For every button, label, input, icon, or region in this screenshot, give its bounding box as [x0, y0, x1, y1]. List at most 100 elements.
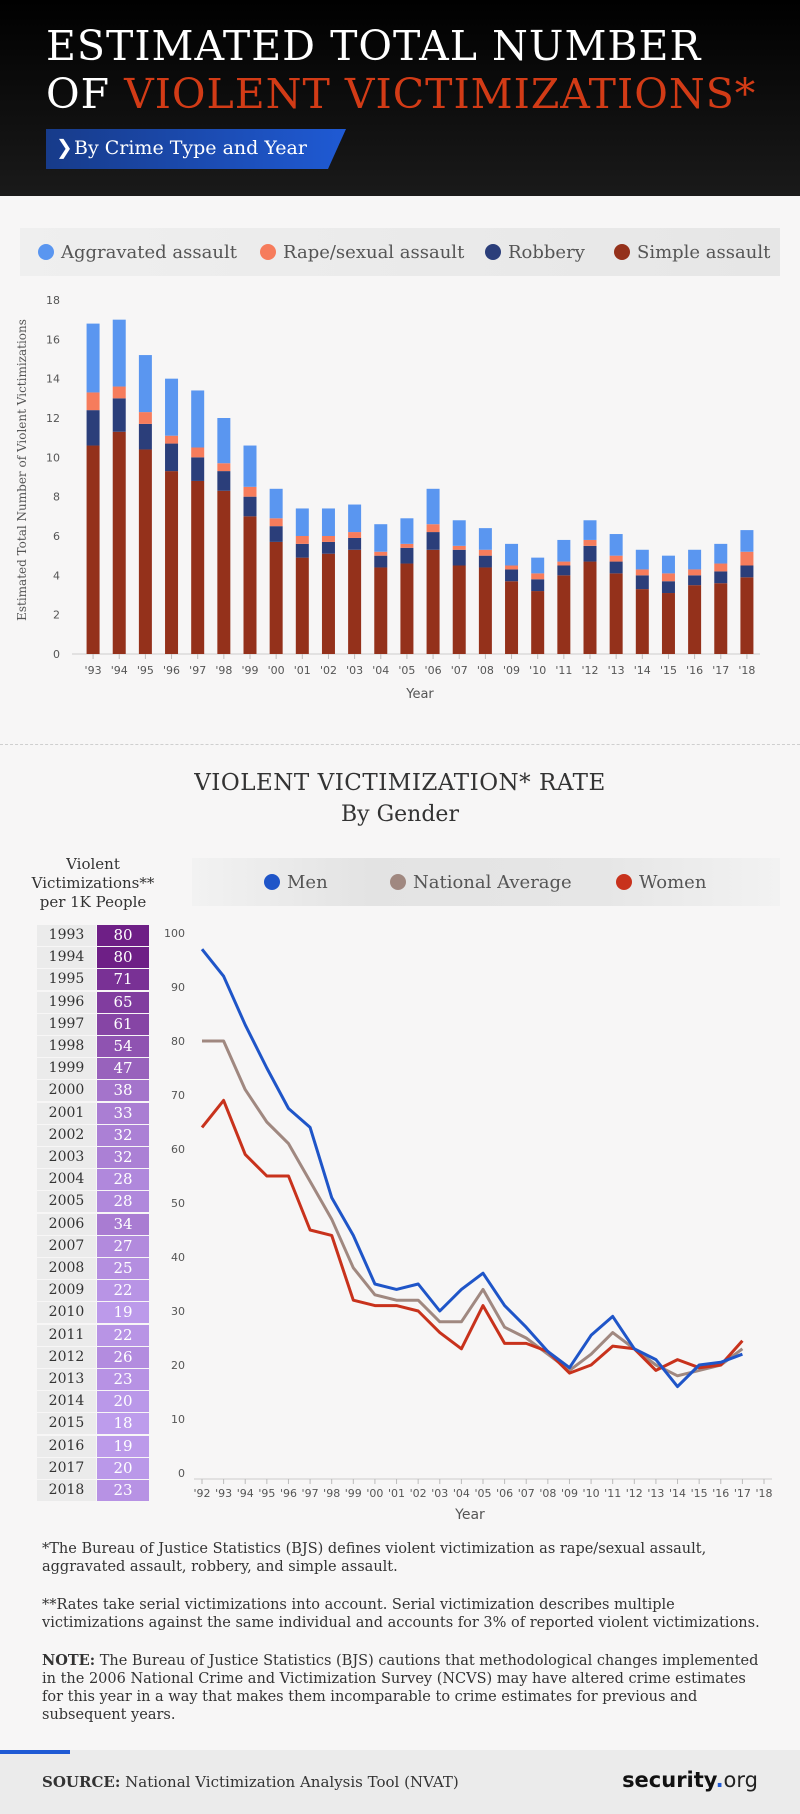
line-x-tick-label: '18 — [755, 1487, 772, 1500]
line-x-tick-label: '06 — [496, 1487, 513, 1500]
line-x-tick-label: '17 — [734, 1487, 751, 1500]
bar-segment-simple-assault — [112, 431, 126, 654]
bar-y-tick-label: 18 — [46, 294, 60, 307]
rate-row: 1995 71 — [37, 969, 149, 991]
bar-segment-aggravated-assault — [452, 520, 466, 546]
bar-x-tick-label: '10 — [529, 664, 546, 677]
bar-segment-rape-sexual-assault — [165, 435, 179, 444]
legend-men: Men — [264, 871, 328, 893]
bar-segment-aggravated-assault — [661, 555, 675, 574]
bar-segment-aggravated-assault — [165, 378, 179, 436]
bar-segment-robbery — [635, 575, 649, 590]
legend-dot-rape — [260, 244, 276, 260]
bar-x-tick-label: '13 — [608, 664, 625, 677]
legend-national: National Average — [390, 871, 572, 893]
bar-x-tick-label: '15 — [660, 664, 677, 677]
footer-accent-bar — [0, 1750, 70, 1754]
bar-segment-aggravated-assault — [112, 319, 126, 387]
footnote-serial: **Rates take serial victimizations into … — [42, 1597, 760, 1631]
bar-x-tick-label: '98 — [215, 664, 232, 677]
bar-segment-robbery — [505, 569, 519, 582]
rate-row: 1993 80 — [37, 925, 149, 946]
rate-row: 1994 80 — [37, 947, 149, 969]
bar-segment-robbery — [243, 496, 257, 517]
bar-segment-robbery — [348, 537, 362, 550]
legend-label-national: National Average — [413, 871, 572, 893]
legend-dot-robbery — [485, 244, 501, 260]
bar-segment-rape-sexual-assault — [661, 573, 675, 582]
bar-segment-robbery — [295, 543, 309, 558]
bar-segment-robbery — [426, 532, 440, 550]
title-line-2: OF VIOLENT VICTIMIZATIONS* — [46, 70, 756, 118]
title-line-1: ESTIMATED TOTAL NUMBER — [46, 22, 702, 70]
bar-x-tick-label: '00 — [268, 664, 285, 677]
bar-segment-aggravated-assault — [635, 549, 649, 570]
bar-x-tick-label: '01 — [294, 664, 311, 677]
bar-segment-aggravated-assault — [191, 390, 205, 448]
bar-segment-simple-assault — [295, 557, 309, 654]
bar-segment-robbery — [609, 561, 623, 574]
rate-value-cell: 22 — [97, 1324, 149, 1346]
line-y-tick-label: 30 — [171, 1305, 185, 1318]
rate-value-cell: 27 — [97, 1235, 149, 1257]
bar-segment-simple-assault — [635, 589, 649, 654]
bar-segment-rape-sexual-assault — [478, 549, 492, 556]
rate-value-cell: 22 — [97, 1280, 149, 1302]
rate-value-cell: 32 — [97, 1147, 149, 1168]
legend-women: Women — [616, 871, 706, 893]
bar-y-tick-label: 0 — [53, 648, 60, 661]
bar-segment-aggravated-assault — [478, 528, 492, 550]
rate-year-cell: 2003 — [37, 1147, 96, 1168]
bar-x-tick-label: '17 — [712, 664, 729, 677]
bar-y-tick-label: 16 — [46, 333, 60, 346]
bar-segment-rape-sexual-assault — [426, 524, 440, 533]
bar-segment-rape-sexual-assault — [348, 532, 362, 538]
legend-label-robbery: Robbery — [508, 241, 585, 263]
bar-segment-aggravated-assault — [714, 543, 728, 564]
section-divider — [0, 744, 800, 745]
rate-row: 1998 54 — [37, 1036, 149, 1057]
rate-row: 2009 22 — [37, 1280, 149, 1302]
bar-segment-robbery — [714, 571, 728, 584]
source-credit: SOURCE: National Victimization Analysis … — [42, 1773, 459, 1791]
bar-segment-simple-assault — [452, 565, 466, 654]
bar-chart: 0 2 4 6 8 10 12 14 16 18 '93 '94 '95 '96 '97 '98 '99 '00 '… — [46, 294, 760, 702]
bar-segment-simple-assault — [400, 563, 414, 654]
line-y-tick-label: 100 — [164, 927, 185, 940]
bar-segment-aggravated-assault — [531, 557, 545, 574]
footnote-definition: *The Bureau of Justice Statistics (BJS) … — [42, 1541, 707, 1575]
bar-x-tick-label: '96 — [163, 664, 180, 677]
line-y-tick-label: 40 — [171, 1251, 185, 1264]
bar-segment-simple-assault — [374, 567, 388, 654]
line-x-tick-label: '97 — [302, 1487, 319, 1500]
bar-segment-aggravated-assault — [400, 518, 414, 544]
bar-y-tick-label: 12 — [46, 412, 60, 425]
bar-x-tick-label: '03 — [346, 664, 363, 677]
rate-value-cell: 34 — [97, 1213, 149, 1235]
rate-value-cell: 61 — [97, 1013, 149, 1035]
rate-year-cell: 1996 — [37, 991, 96, 1013]
series-line-women — [200, 1098, 744, 1375]
rate-year-cell: 2017 — [37, 1457, 96, 1479]
bar-segment-rape-sexual-assault — [243, 486, 257, 497]
rate-year-cell: 1994 — [37, 947, 96, 969]
rate-row: 2002 32 — [37, 1124, 149, 1146]
rate-year-cell: 2018 — [37, 1480, 96, 1501]
bar-segment-robbery — [583, 545, 597, 562]
title-accent: VIOLENT VICTIMIZATIONS* — [124, 70, 757, 118]
line-chart: 0 10 20 30 40 50 60 70 80 90 100 '92 '93 '94 '95 '96 '97… — [164, 927, 773, 1523]
rate-value-cell: 25 — [97, 1258, 149, 1279]
bar-x-tick-label: '12 — [581, 664, 598, 677]
rate-value-cell: 19 — [97, 1435, 149, 1457]
rate-header-line-2: Victimizations** — [31, 874, 155, 892]
rate-header-line-1: Violent — [66, 855, 120, 873]
rate-row: 2007 27 — [37, 1235, 149, 1257]
line-x-tick-label: '93 — [215, 1487, 232, 1500]
rate-year-cell: 2002 — [37, 1124, 96, 1146]
rate-value-cell: 23 — [97, 1480, 149, 1501]
bar-y-tick-label: 4 — [53, 569, 60, 582]
rate-value-cell: 65 — [97, 991, 149, 1013]
bar-segment-aggravated-assault — [688, 549, 702, 570]
bar-segment-aggravated-assault — [609, 534, 623, 556]
bar-x-tick-label: '16 — [686, 664, 703, 677]
